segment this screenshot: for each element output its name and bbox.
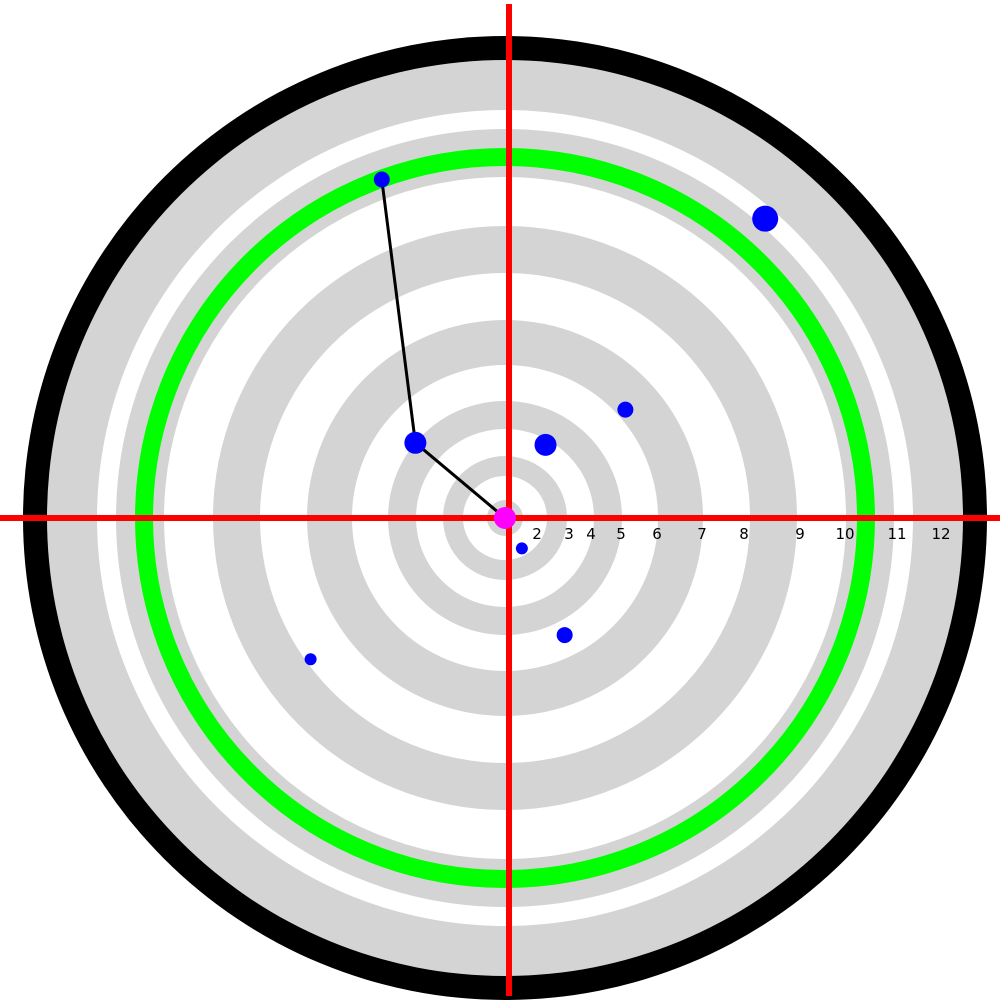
data-point-p5	[535, 434, 557, 456]
data-point-p8	[305, 653, 317, 665]
data-point-p6	[516, 542, 528, 554]
ring-label-12: 12	[931, 525, 950, 543]
center-marker	[494, 507, 516, 529]
ring-label-9: 9	[795, 525, 805, 543]
ring-labels: 2 3 4 5 6 7 8 9 10 11 12	[532, 525, 950, 543]
ring-label-6: 6	[652, 525, 662, 543]
data-point-p7	[557, 627, 573, 643]
ring-label-2: 2	[532, 525, 542, 543]
ring-label-5: 5	[616, 525, 626, 543]
ring-label-8: 8	[739, 525, 749, 543]
ring-label-10: 10	[835, 525, 854, 543]
ring-label-11: 11	[887, 525, 906, 543]
ring-label-4: 4	[586, 525, 596, 543]
data-point-p4	[617, 402, 633, 418]
ring-label-3: 3	[564, 525, 574, 543]
data-point-p2	[404, 432, 426, 454]
data-point-p3	[752, 206, 778, 232]
center-marker-group	[494, 507, 516, 529]
data-point-p1	[374, 172, 390, 188]
ring-label-7: 7	[697, 525, 707, 543]
